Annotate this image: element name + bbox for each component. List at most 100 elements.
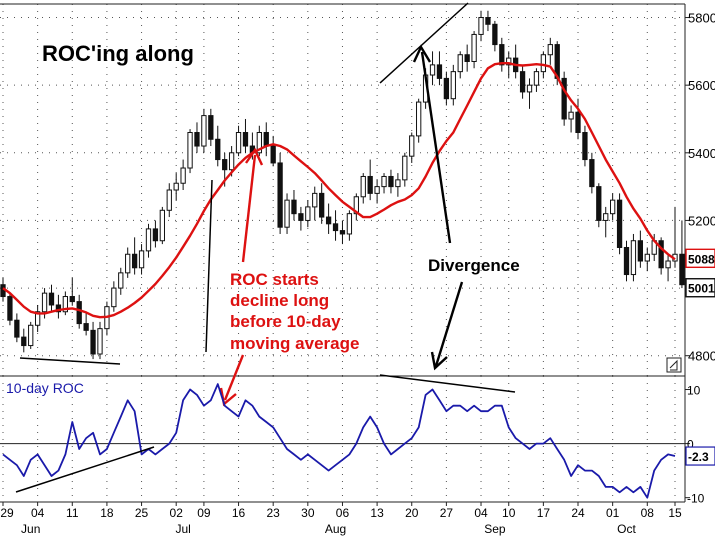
candlestick-body	[526, 84, 533, 93]
candlestick-body	[138, 250, 145, 269]
annotation-decline-long: decline long	[230, 291, 329, 310]
candlestick-body	[48, 292, 55, 306]
candlestick	[208, 108, 214, 147]
last-value-text: 5001	[688, 282, 715, 296]
candlestick	[34, 304, 41, 333]
candlestick-body	[97, 328, 103, 355]
x-tick-label: 30	[301, 506, 315, 520]
candlestick	[471, 31, 477, 69]
annotation-divergence: Divergence	[428, 256, 520, 275]
candlestick	[159, 206, 165, 245]
x-tick-label: 01	[606, 506, 620, 520]
candlestick-body	[131, 253, 138, 269]
candlestick-body	[561, 77, 567, 120]
x-tick-label: 10	[502, 506, 516, 520]
roc-last-box	[685, 446, 715, 466]
divergence-arrow-down	[430, 281, 464, 371]
candlestick-body	[374, 186, 380, 194]
candlestick	[603, 206, 609, 238]
candlestick-body	[242, 132, 249, 147]
candlestick	[450, 64, 456, 106]
candlestick-body	[568, 111, 574, 120]
x-tick-label: 11	[66, 506, 79, 520]
chart-scroll-icon[interactable]	[666, 357, 682, 373]
candlestick	[173, 173, 179, 201]
last-value-box: 5001	[685, 278, 715, 298]
candlestick	[665, 254, 671, 282]
candlestick	[187, 129, 193, 174]
roc-line	[2, 383, 676, 499]
candlestick-body	[34, 311, 41, 326]
x-month-label: Jul	[175, 522, 190, 536]
price-tick-label: 4800	[688, 349, 715, 364]
x-tick-label: 04	[31, 506, 45, 520]
candlestick	[346, 210, 353, 241]
roc-last-text: -2.3	[688, 450, 709, 464]
candlestick	[630, 233, 637, 282]
x-month-label: Oct	[617, 522, 636, 536]
candlestick	[76, 294, 82, 329]
candlestick	[97, 321, 103, 360]
x-tick-label: 27	[440, 506, 454, 520]
roc-axis-ticks: 10 0 -10	[685, 384, 705, 506]
candlestick-body	[610, 199, 616, 215]
candlestick	[547, 37, 553, 65]
candlestick-body	[492, 23, 498, 46]
candlestick-body	[325, 216, 332, 225]
candlestick-body	[519, 71, 526, 93]
annotation-moving-average: moving average	[230, 334, 359, 353]
candlestick-body	[547, 44, 553, 56]
x-tick-label: 04	[474, 506, 488, 520]
candlestick-body	[416, 101, 422, 137]
candlestick-body	[235, 132, 242, 154]
candlestick-body	[478, 17, 484, 35]
x-tick-label: 02	[170, 506, 184, 520]
candlestick	[291, 190, 297, 221]
jul-peak-marker-line	[205, 179, 213, 353]
x-tick-label: 15	[668, 506, 682, 520]
candlestick	[443, 71, 450, 106]
candlestick	[21, 328, 27, 353]
candlestick	[138, 244, 145, 275]
annotation-before-ma: before 10-day	[230, 312, 341, 331]
candlestick	[589, 152, 595, 194]
candlestick-body	[208, 115, 214, 140]
candlestick-body	[603, 213, 609, 221]
candlestick	[582, 125, 588, 167]
candlestick-body	[263, 132, 269, 147]
candlestick	[402, 152, 408, 187]
candlestick	[111, 281, 117, 312]
candlestick-body	[145, 228, 152, 252]
candlestick-body	[582, 132, 588, 161]
last-value-box: 5088	[685, 248, 715, 269]
candlestick-body	[28, 324, 34, 347]
candlestick-body	[464, 54, 470, 62]
x-month-label: Sep	[484, 522, 506, 536]
candlestick-body	[215, 138, 221, 161]
x-tick-label: 18	[100, 506, 114, 520]
candlestick	[277, 152, 283, 234]
candlestick-body	[187, 132, 193, 169]
candlestick-body	[159, 209, 165, 242]
candlestick-body	[291, 199, 297, 215]
candlestick	[90, 321, 96, 360]
candlestick-body	[21, 336, 27, 347]
candlestick-body	[623, 246, 630, 276]
x-tick-label: 20	[405, 506, 419, 520]
last-value-box-border	[685, 278, 715, 298]
candlestick-body	[506, 57, 512, 66]
candlestick-body	[90, 329, 96, 355]
candlestick-body	[55, 304, 62, 313]
candlestick	[194, 122, 200, 153]
candlestick-body	[118, 272, 124, 289]
price-tick-label: 5200	[688, 213, 715, 228]
candlestick-body	[7, 296, 13, 321]
candlestick	[325, 203, 332, 234]
candlestick-body	[339, 230, 346, 235]
last-value-text: 5088	[688, 252, 715, 266]
x-tick-label: 25	[135, 506, 149, 520]
candlestick	[616, 193, 623, 255]
price-low-trendline	[19, 357, 121, 365]
candlestick-body	[284, 199, 290, 228]
candlestick-body	[14, 319, 20, 338]
